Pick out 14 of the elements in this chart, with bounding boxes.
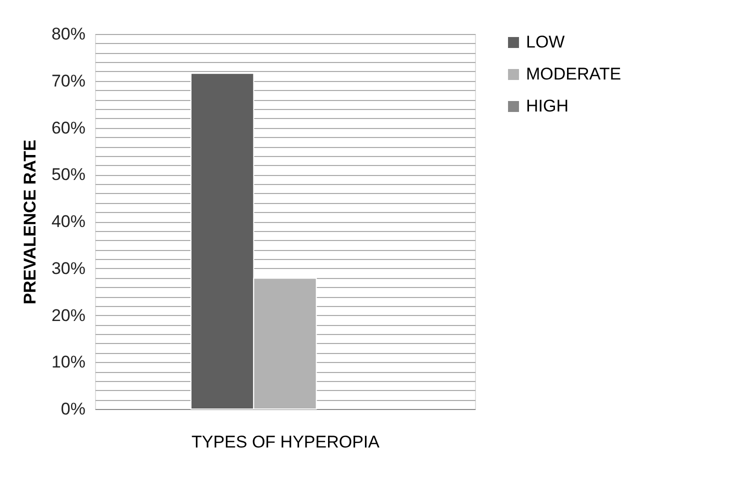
y-tick-label: 20%: [51, 306, 86, 325]
legend-label: HIGH: [526, 96, 568, 116]
y-tick-label: 30%: [51, 258, 86, 278]
y-tick-label: 80%: [51, 24, 86, 44]
y-tick-label: 50%: [51, 165, 86, 184]
x-axis-title: TYPES OF HYPEROPIA: [192, 432, 380, 452]
y-tick-label: 10%: [51, 352, 86, 372]
y-axis-title: PREVALENCE RATE: [20, 140, 40, 304]
y-tick-label: 40%: [51, 212, 86, 231]
legend-label: LOW: [526, 32, 565, 52]
legend-label: MODERATE: [526, 64, 622, 84]
y-tick-label: 70%: [51, 71, 86, 90]
y-tick-label: 60%: [51, 118, 86, 138]
y-tick-label: 0%: [60, 400, 86, 418]
